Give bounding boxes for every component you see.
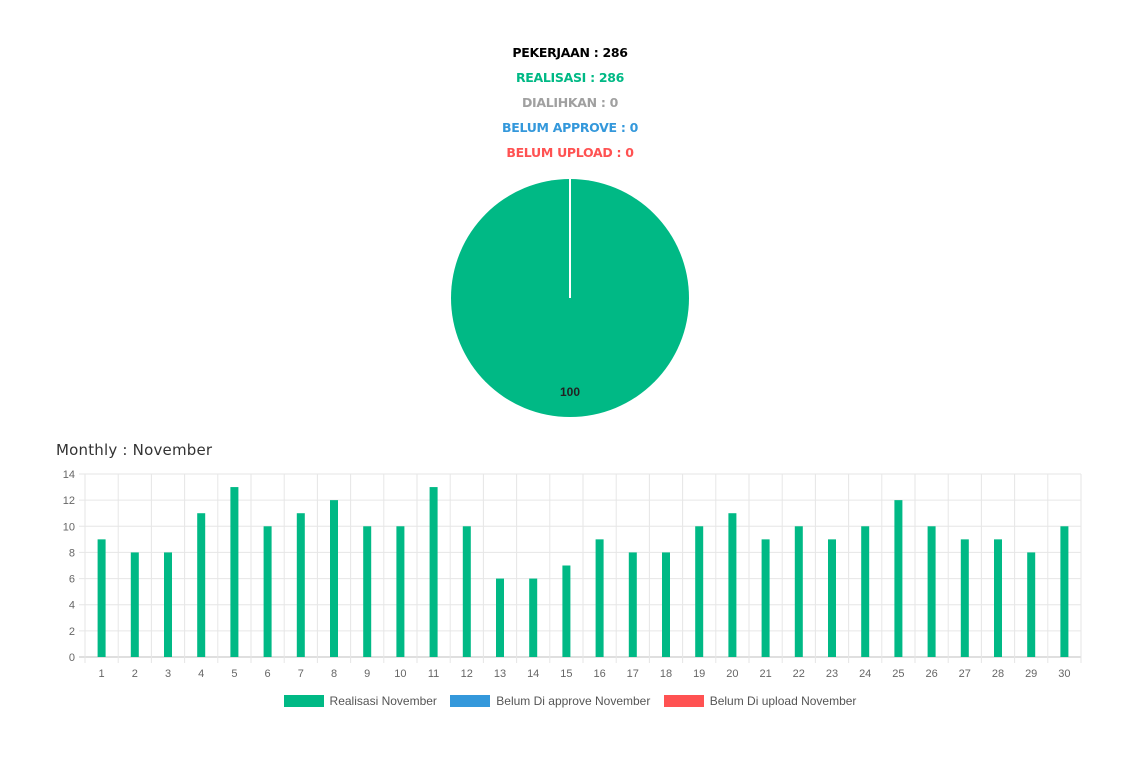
x-tick-label: 25 [892, 668, 904, 680]
x-tick-label: 27 [959, 668, 971, 680]
bar-realisasi-day-13[interactable] [496, 578, 504, 657]
y-tick-label: 10 [63, 521, 75, 533]
x-tick-label: 17 [627, 668, 639, 680]
bar-realisasi-day-25[interactable] [894, 500, 903, 657]
x-tick-label: 6 [265, 668, 271, 680]
x-tick-label: 4 [198, 668, 204, 680]
x-tick-label: 30 [1058, 668, 1070, 680]
x-tick-label: 13 [494, 668, 506, 680]
pie-data-label: 100 [560, 385, 580, 399]
x-tick-label: 28 [992, 668, 1004, 680]
x-tick-label: 22 [793, 668, 805, 680]
x-tick-label: 9 [364, 668, 370, 680]
legend-label: Belum Di approve November [496, 694, 651, 708]
legend-item-belum-approve[interactable]: Belum Di approve November [450, 694, 650, 708]
bar-realisasi-day-26[interactable] [927, 526, 936, 657]
bar-realisasi-day-20[interactable] [728, 513, 737, 657]
x-tick-label: 12 [461, 668, 473, 680]
bar-realisasi-day-30[interactable] [1060, 526, 1069, 657]
x-tick-label: 11 [428, 668, 439, 680]
x-tick-label: 26 [925, 668, 937, 680]
bar-realisasi-day-14[interactable] [529, 578, 538, 657]
summary-stats: PEKERJAAN : 286 REALISASI : 286 DIALIHKA… [0, 40, 1140, 165]
x-tick-label: 1 [99, 668, 105, 680]
stat-belum-approve: BELUM APPROVE : 0 [502, 120, 638, 135]
x-tick-label: 2 [132, 668, 138, 680]
y-tick-label: 12 [63, 495, 75, 507]
x-tick-label: 10 [394, 668, 406, 680]
y-tick-label: 4 [69, 600, 75, 612]
legend-item-belum-upload[interactable]: Belum Di upload November [663, 694, 857, 708]
bar-realisasi-day-8[interactable] [330, 500, 338, 657]
bar-realisasi-day-3[interactable] [164, 552, 172, 657]
bar-realisasi-day-4[interactable] [197, 513, 206, 657]
bar-realisasi-day-21[interactable] [761, 539, 770, 657]
y-tick-label: 0 [69, 652, 75, 664]
bar-realisasi-day-27[interactable] [960, 539, 969, 657]
x-tick-label: 14 [527, 668, 539, 680]
x-tick-label: 19 [693, 668, 705, 680]
legend-item-realisasi[interactable]: Realisasi November [283, 694, 437, 708]
legend-label: Belum Di upload November [709, 694, 857, 708]
legend-label: Realisasi November [329, 694, 437, 708]
y-tick-label: 2 [69, 626, 75, 638]
bar-realisasi-day-9[interactable] [363, 526, 372, 657]
legend-swatch [663, 695, 704, 707]
x-tick-label: 3 [165, 668, 171, 680]
x-tick-label: 16 [593, 668, 605, 680]
bar-realisasi-day-2[interactable] [130, 552, 139, 657]
x-tick-label: 5 [231, 668, 237, 680]
bar-realisasi-day-7[interactable] [296, 513, 305, 657]
legend-swatch [283, 695, 324, 707]
bar-realisasi-day-1[interactable] [97, 539, 106, 657]
x-tick-label: 8 [331, 668, 337, 680]
bar-realisasi-day-24[interactable] [861, 526, 870, 657]
x-tick-label: 7 [298, 668, 304, 680]
x-tick-label: 24 [859, 668, 871, 680]
stat-realisasi: REALISASI : 286 [515, 70, 625, 85]
bar-realisasi-day-28[interactable] [994, 539, 1002, 657]
stat-dialihkan: DIALIHKAN : 0 [521, 95, 619, 110]
bar-realisasi-day-17[interactable] [628, 552, 637, 657]
x-tick-label: 21 [759, 668, 771, 680]
x-tick-label: 29 [1025, 668, 1037, 680]
y-tick-label: 6 [69, 574, 75, 586]
x-tick-label: 20 [726, 668, 738, 680]
bar-realisasi-day-12[interactable] [462, 526, 471, 657]
chart-legend: Realisasi November Belum Di approve Nove… [0, 694, 1140, 710]
bar-realisasi-day-15[interactable] [562, 565, 571, 658]
x-tick-label: 23 [826, 668, 838, 680]
pie-chart: 100 [451, 179, 689, 417]
bar-realisasi-day-5[interactable] [230, 487, 239, 657]
x-tick-label: 15 [560, 668, 572, 680]
bar-realisasi-day-10[interactable] [396, 526, 405, 657]
x-tick-label: 18 [660, 668, 672, 680]
stat-pekerjaan: PEKERJAAN : 286 [512, 45, 628, 60]
stat-belum-upload: BELUM UPLOAD : 0 [506, 145, 634, 160]
bar-realisasi-day-22[interactable] [794, 526, 803, 657]
y-tick-label: 14 [63, 469, 75, 481]
bar-realisasi-day-29[interactable] [1027, 552, 1036, 657]
legend-swatch [450, 695, 491, 707]
bar-realisasi-day-16[interactable] [595, 539, 604, 657]
y-tick-label: 8 [69, 547, 75, 559]
monthly-title: Monthly : November [56, 441, 213, 459]
bar-realisasi-day-18[interactable] [662, 552, 670, 657]
bar-realisasi-day-11[interactable] [429, 487, 438, 657]
bar-realisasi-day-6[interactable] [263, 526, 272, 657]
bar-realisasi-day-23[interactable] [828, 539, 836, 657]
bar-realisasi-day-19[interactable] [695, 526, 704, 657]
